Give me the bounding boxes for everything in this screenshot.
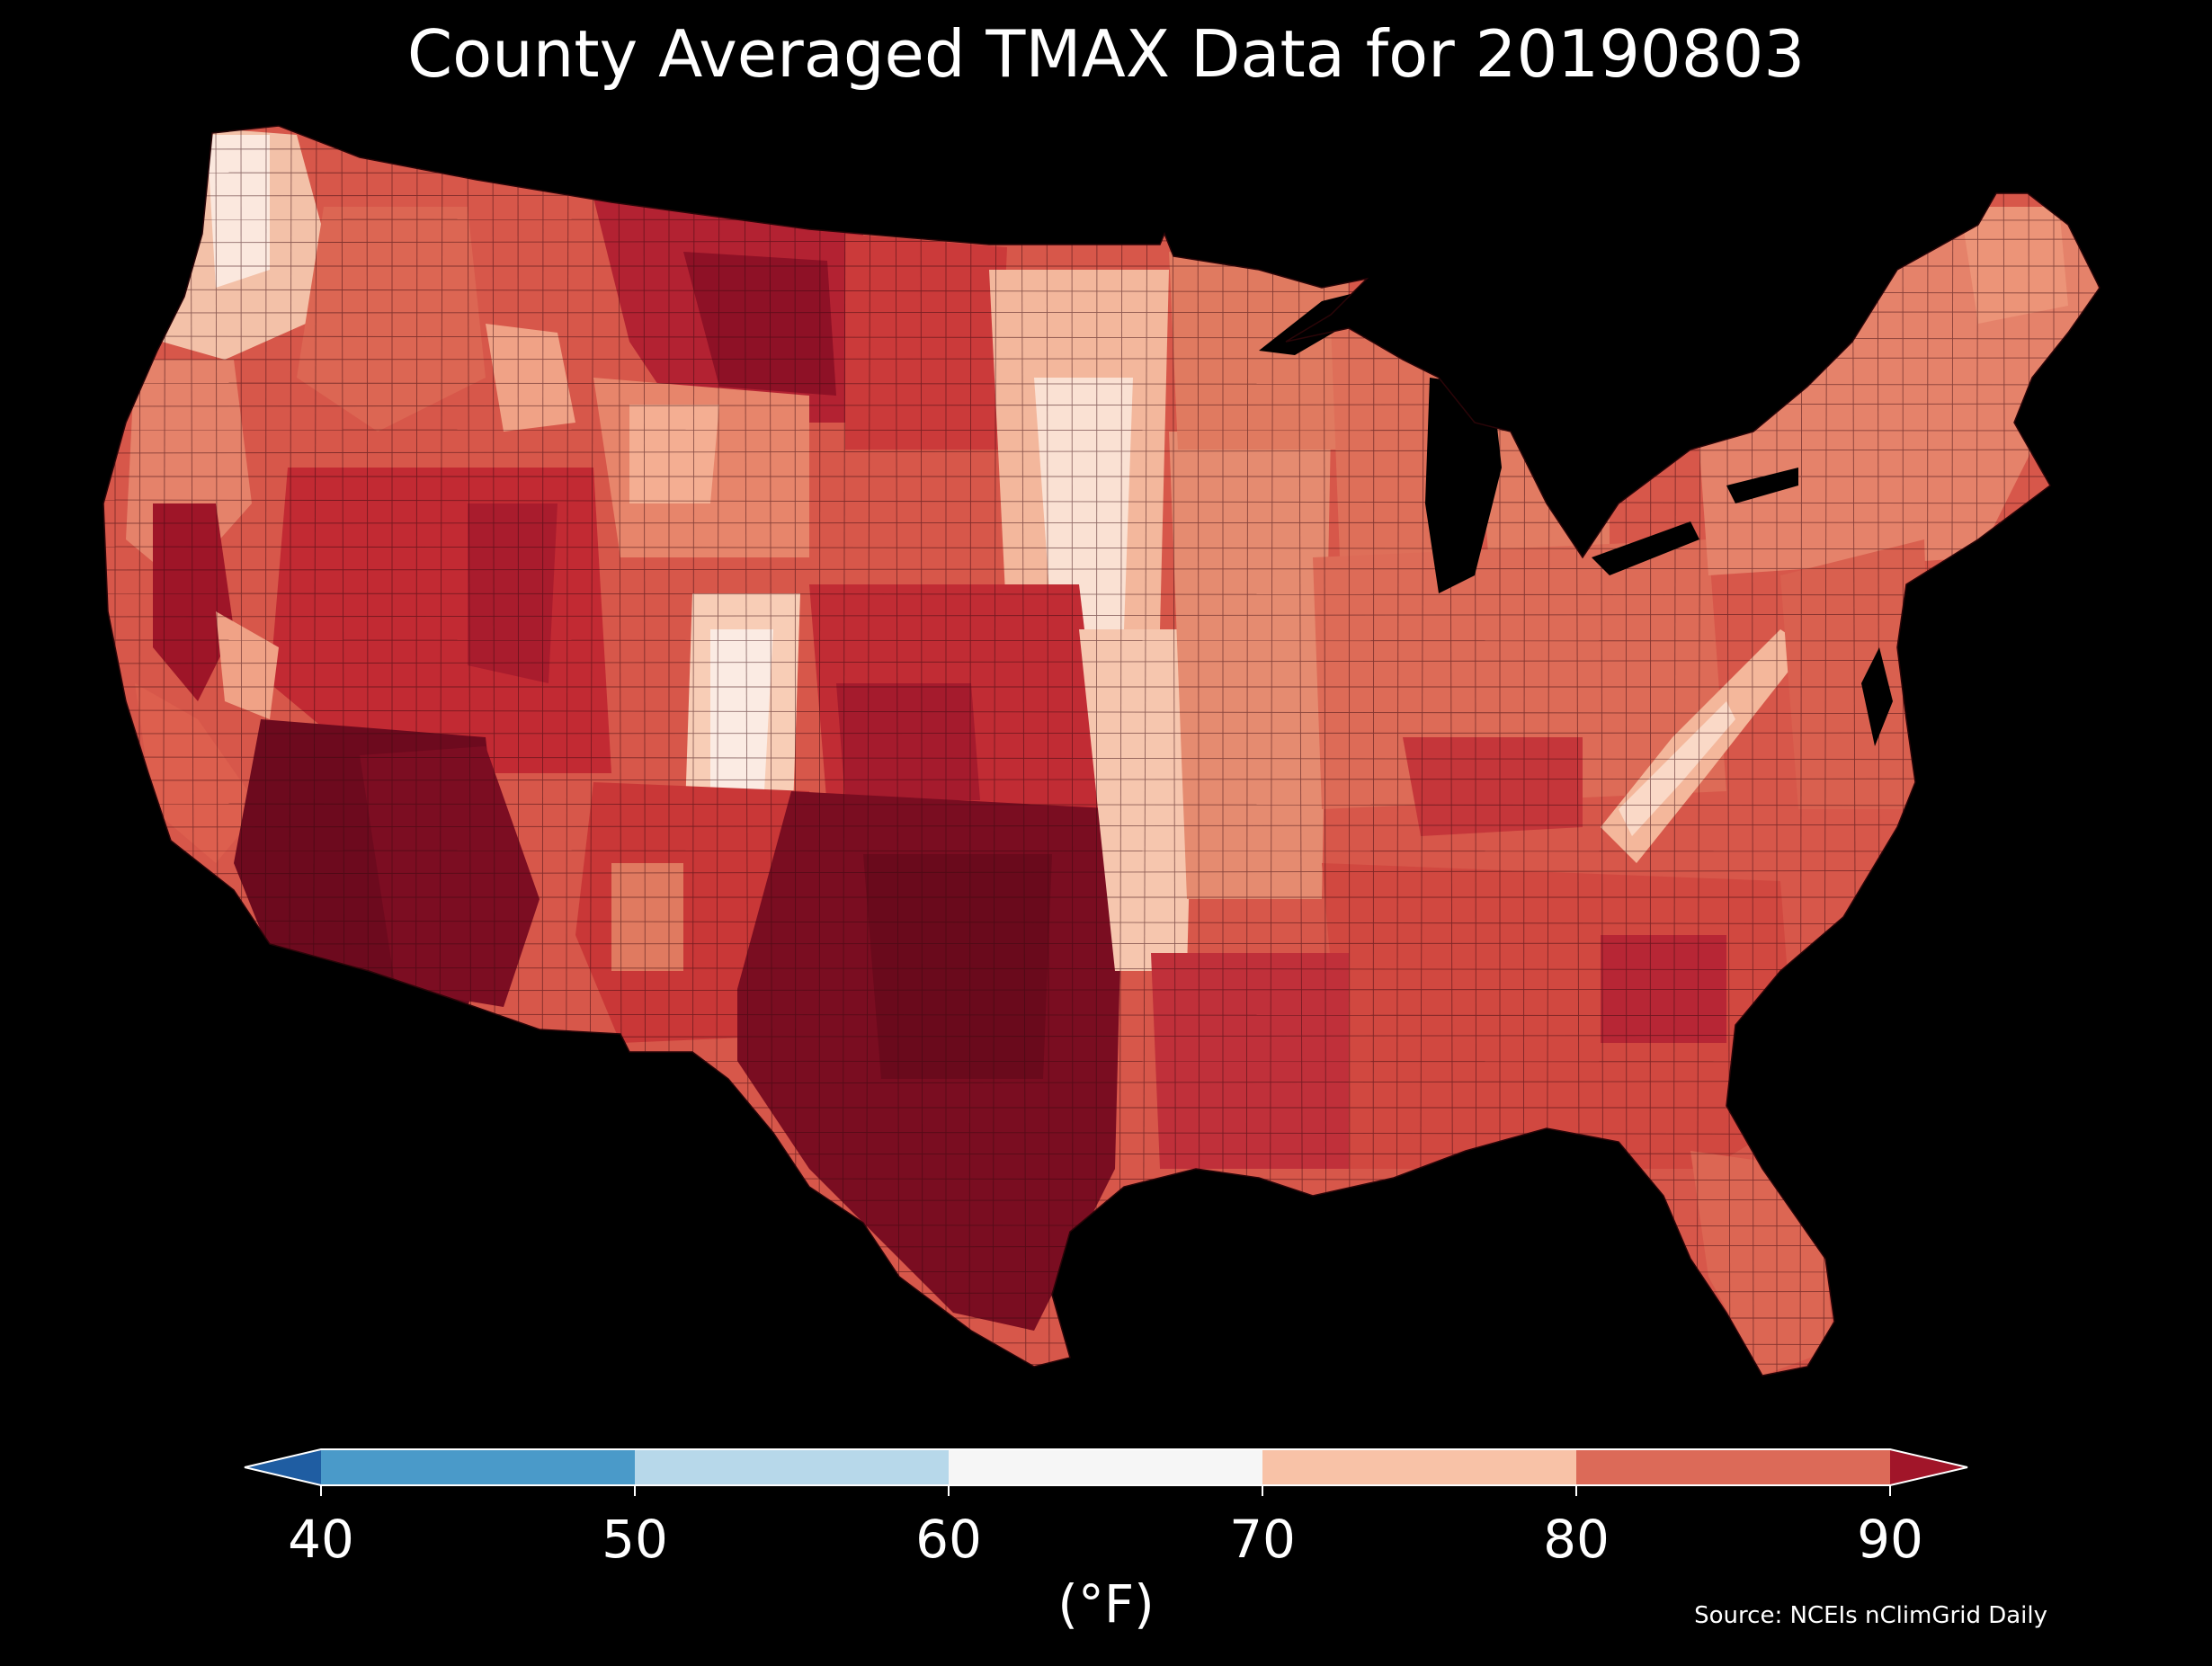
region-kentucky — [1403, 737, 1583, 836]
tick-label-70: 70 — [1229, 1509, 1296, 1570]
lake-superior — [1259, 288, 1376, 355]
region-lower-mississippi — [1151, 953, 1349, 1169]
region-inland-northwest — [297, 207, 486, 432]
region-kansas-west — [836, 683, 980, 800]
region-socal-coast — [135, 683, 261, 863]
colorbar-under-arrow — [245, 1449, 321, 1485]
region-wyoming-ranges — [629, 405, 719, 503]
region-western-dakotas — [845, 234, 1007, 450]
colorbar-tick-labels: 40 50 60 70 80 90 — [288, 1509, 1923, 1570]
region-central-valley — [153, 503, 234, 701]
chesapeake-bay — [1861, 647, 1893, 746]
great-lakes — [1259, 288, 1893, 746]
tick-label-50: 50 — [602, 1509, 668, 1570]
tick-label-90: 90 — [1857, 1509, 1923, 1570]
region-montana-core — [683, 252, 836, 396]
colorbar-unit-label: (°F) — [1057, 1573, 1155, 1635]
colorbar-bins — [244, 1448, 1968, 1486]
region-coolest-plains — [1034, 378, 1133, 629]
region-missouri-valley — [1079, 629, 1196, 971]
region-appalachian-peaks — [1619, 701, 1735, 836]
lake-huron — [1547, 414, 1610, 512]
region-colorado-peaks — [710, 629, 773, 791]
region-idaho-mountains — [486, 324, 575, 432]
lake-erie — [1592, 521, 1699, 575]
lake-ontario — [1726, 468, 1798, 503]
region-maine — [1960, 207, 2068, 324]
map-title: County Averaged TMAX Data for 20190803 — [406, 16, 1806, 92]
colorbar-bin-80-90 — [1576, 1449, 1890, 1485]
colorbar-bin-40-50 — [321, 1449, 635, 1485]
lake-michigan — [1425, 378, 1502, 593]
colorbar-bin-50-60 — [635, 1449, 949, 1485]
colorbar-bin-70-80 — [1262, 1449, 1576, 1485]
region-sierra — [216, 611, 279, 719]
us-county-map — [103, 125, 2101, 1376]
region-mid-atlantic — [1780, 539, 1933, 809]
colorbar-bin-60-70 — [949, 1449, 1262, 1485]
colorbar-tick-marks — [320, 1485, 1891, 1496]
source-credit: Source: NCEIs nClimGrid Daily — [1694, 1602, 2047, 1629]
region-texas-panhandle — [863, 854, 1052, 1079]
colorbar-over-arrow — [1890, 1449, 1967, 1485]
tick-label-80: 80 — [1543, 1509, 1610, 1570]
tick-label-60: 60 — [915, 1509, 982, 1570]
tick-label-40: 40 — [288, 1509, 354, 1570]
